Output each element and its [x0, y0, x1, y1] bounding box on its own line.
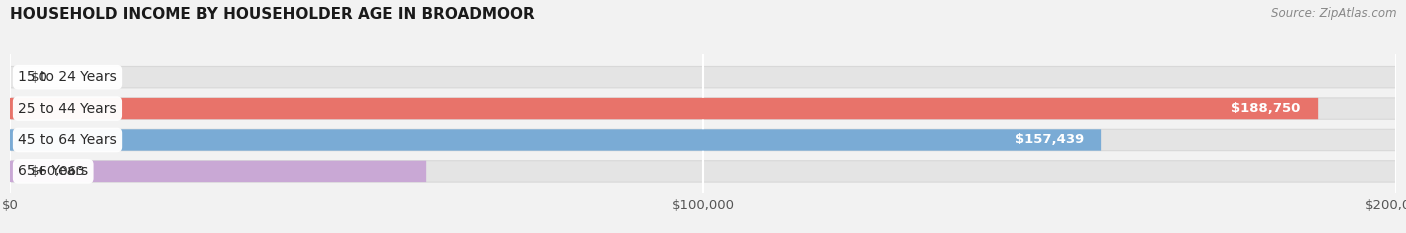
FancyBboxPatch shape: [10, 129, 1396, 151]
FancyBboxPatch shape: [10, 98, 1319, 119]
Text: 25 to 44 Years: 25 to 44 Years: [18, 102, 117, 116]
Text: HOUSEHOLD INCOME BY HOUSEHOLDER AGE IN BROADMOOR: HOUSEHOLD INCOME BY HOUSEHOLDER AGE IN B…: [10, 7, 534, 22]
Text: $0: $0: [31, 71, 48, 84]
FancyBboxPatch shape: [10, 98, 1396, 119]
Text: $157,439: $157,439: [1015, 134, 1084, 147]
FancyBboxPatch shape: [10, 161, 1396, 182]
Text: $188,750: $188,750: [1232, 102, 1301, 115]
Text: 15 to 24 Years: 15 to 24 Years: [18, 70, 117, 84]
Text: 45 to 64 Years: 45 to 64 Years: [18, 133, 117, 147]
Text: Source: ZipAtlas.com: Source: ZipAtlas.com: [1271, 7, 1396, 20]
Text: 65+ Years: 65+ Years: [18, 164, 89, 178]
FancyBboxPatch shape: [10, 66, 1396, 88]
Text: $60,063: $60,063: [31, 165, 86, 178]
FancyBboxPatch shape: [10, 129, 1101, 151]
FancyBboxPatch shape: [10, 161, 426, 182]
